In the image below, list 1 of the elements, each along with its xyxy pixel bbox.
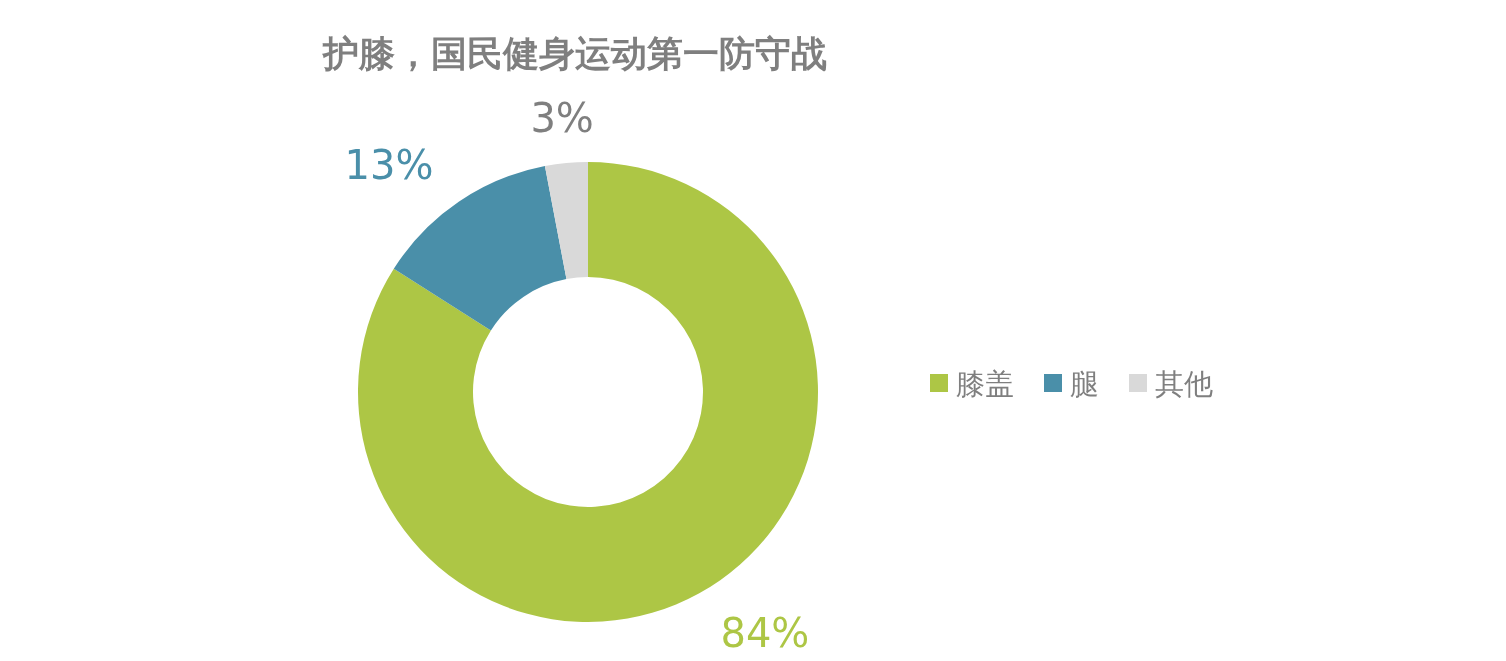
title: 护膝，国民健身运动第一防守战 xyxy=(323,33,827,74)
